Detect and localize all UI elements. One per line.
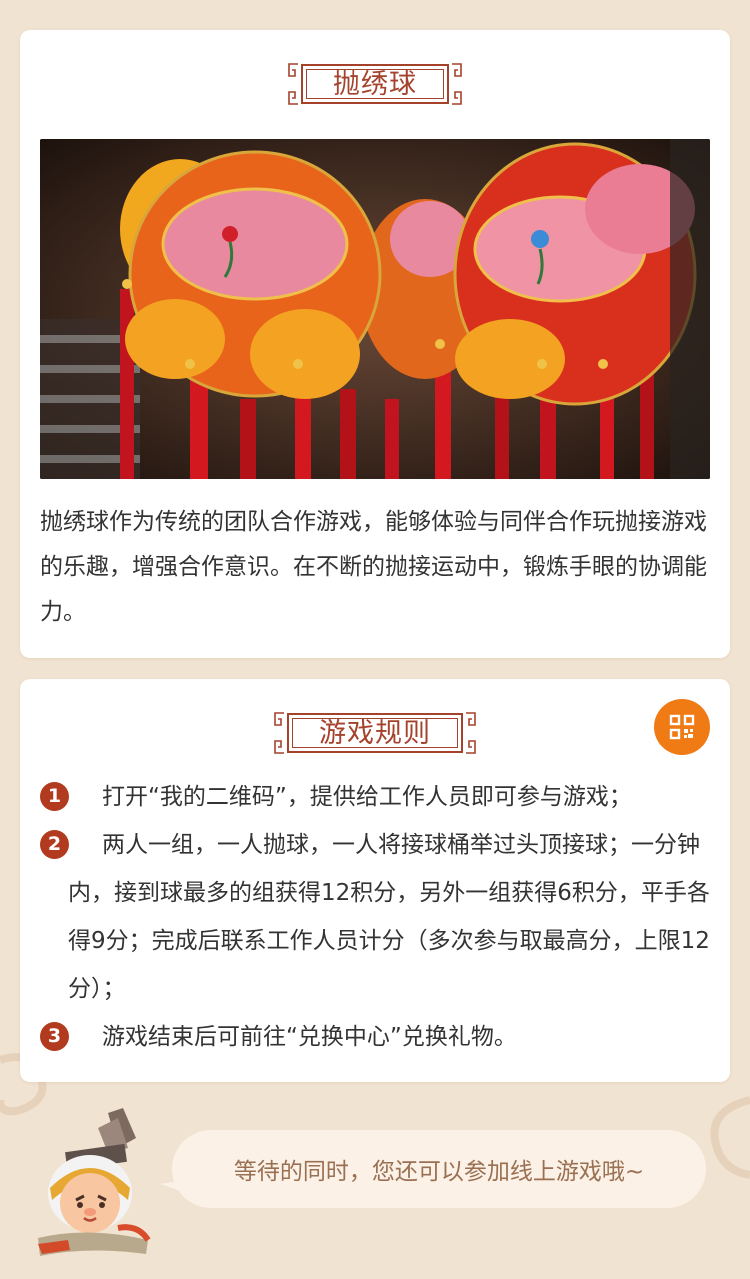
rule-number-badge: 1 [40, 782, 69, 811]
hint-speech-bubble[interactable]: 等待的同时，您还可以参加线上游戏哦~ [172, 1130, 706, 1208]
rule-text: 游戏结束后可前往“兑换中心”兑换礼物。 [102, 1024, 517, 1050]
intro-card: 抛绣球 [20, 30, 730, 658]
frame-corner-right [451, 62, 463, 106]
rules-list: 1 打开“我的二维码”，提供给工作人员即可参与游戏； 2 两人一组，一人抛球，一… [40, 773, 720, 1061]
frame-corner-left [287, 62, 299, 106]
rules-title: 游戏规则 [319, 717, 431, 749]
rule-number-badge: 3 [40, 1022, 69, 1051]
qr-code-icon [669, 714, 695, 740]
intro-title: 抛绣球 [333, 68, 417, 100]
rule-item: 2 两人一组，一人抛球，一人将接球桶举过头顶接球；一分钟内，接到球最多的组获得1… [40, 821, 720, 1013]
cloud-decoration-right [710, 1096, 750, 1179]
rules-title-box: 游戏规则 [287, 713, 463, 753]
qr-code-button[interactable] [654, 699, 710, 755]
rules-card: 游戏规则 1 打开“我的二维码”，提供给工作人员即可参与游戏； [20, 679, 730, 1082]
intro-title-box: 抛绣球 [301, 64, 449, 104]
rule-text: 两人一组，一人抛球，一人将接球桶举过头顶接球；一分钟内，接到球最多的组获得12积… [68, 832, 710, 1002]
embroidered-ball-photo [40, 139, 710, 479]
rule-item: 3 游戏结束后可前往“兑换中心”兑换礼物。 [40, 1013, 720, 1061]
rules-title-frame: 游戏规则 [273, 711, 477, 755]
frame-corner-left [273, 711, 285, 755]
rule-text: 打开“我的二维码”，提供给工作人员即可参与游戏； [102, 784, 632, 810]
rule-number-badge: 2 [40, 830, 69, 859]
rule-item: 1 打开“我的二维码”，提供给工作人员即可参与游戏； [40, 773, 720, 821]
intro-description: 抛绣球作为传统的团队合作游戏，能够体验与同伴合作玩抛接游戏的乐趣，增强合作意识。… [40, 509, 707, 625]
mascot-character [38, 1108, 151, 1256]
frame-corner-right [465, 711, 477, 755]
hint-text: 等待的同时，您还可以参加线上游戏哦~ [233, 1159, 645, 1185]
intro-title-frame: 抛绣球 [287, 62, 463, 106]
